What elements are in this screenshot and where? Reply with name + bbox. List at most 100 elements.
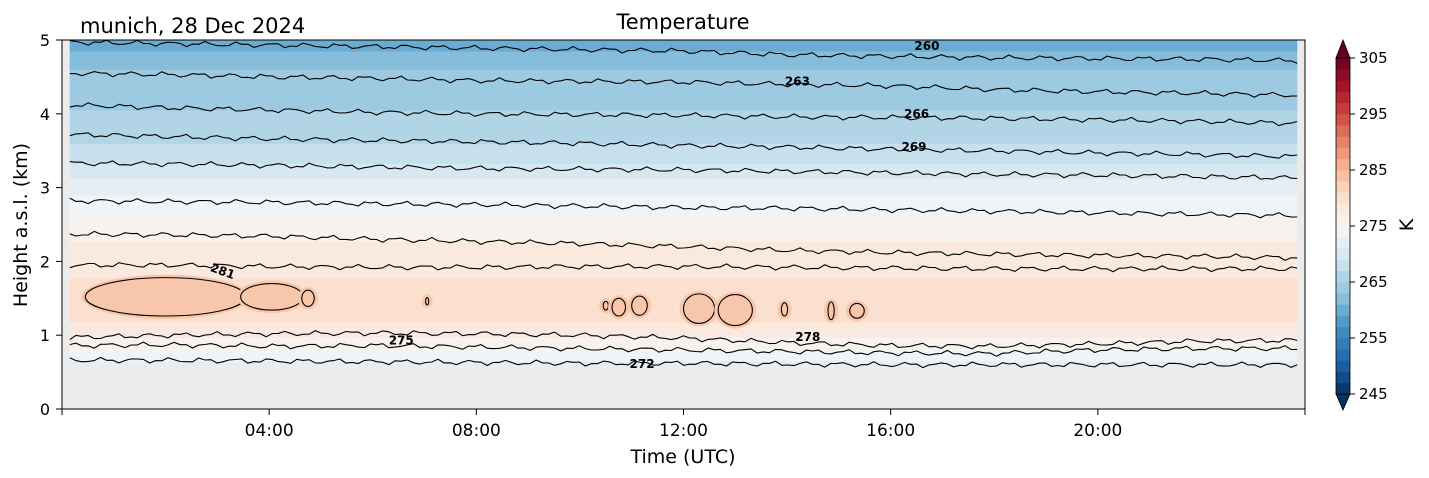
location-date-label: munich, 28 Dec 2024	[80, 14, 305, 38]
temperature-band	[69, 240, 1298, 244]
temperature-band	[69, 163, 1298, 166]
contour-label: 263	[785, 75, 810, 89]
colorbar-segment	[1336, 68, 1350, 81]
contour-line	[69, 341, 1298, 357]
temperature-band	[69, 128, 1298, 131]
temperature-band	[69, 270, 1298, 273]
closed-contour	[631, 295, 648, 316]
colorbar-segment	[1336, 136, 1350, 148]
colorbar-segment	[1336, 360, 1350, 372]
warm-core-fill	[777, 299, 792, 320]
temperature-band	[69, 61, 1298, 65]
temperature-band	[69, 113, 1298, 117]
temperature-band	[69, 273, 1298, 277]
temperature-band	[69, 102, 1298, 106]
temperature-band	[69, 155, 1298, 159]
temperature-band	[69, 45, 1298, 48]
closed-contour	[717, 294, 753, 327]
warm-core-fill	[608, 295, 630, 320]
colorbar-extend-min	[1335, 393, 1351, 411]
temperature-band	[69, 69, 1298, 72]
temperature-band	[69, 166, 1298, 170]
contour-lines	[69, 40, 1298, 369]
temperature-band	[69, 247, 1298, 251]
colorbar-segment	[1336, 225, 1350, 238]
temperature-band	[69, 345, 1298, 349]
x-tick-label: 20:00	[1073, 421, 1122, 441]
temperature-band	[69, 185, 1298, 189]
temperature-band	[69, 351, 1298, 355]
temperature-band	[69, 224, 1298, 227]
temperature-band	[69, 203, 1298, 207]
temperature-band	[69, 83, 1298, 87]
temperature-band	[69, 325, 1298, 329]
temperature-band	[69, 340, 1298, 344]
temperature-band	[69, 318, 1298, 321]
temperature-band	[69, 332, 1298, 336]
temperature-band	[69, 122, 1298, 126]
temperature-band	[69, 238, 1298, 242]
temperature-band	[69, 100, 1298, 104]
contour-line	[69, 160, 1298, 180]
colorbar-segment	[1336, 292, 1350, 305]
temperature-band	[69, 183, 1298, 187]
temperature-band	[69, 353, 1298, 356]
temperature-band	[69, 170, 1298, 174]
temperature-band	[69, 78, 1298, 82]
temperature-band	[69, 358, 1298, 362]
temperature-band	[69, 152, 1298, 155]
y-tick-label: 5	[40, 31, 50, 50]
temperature-band	[69, 74, 1298, 78]
contour-line	[69, 102, 1298, 127]
colorbar-segment	[1336, 315, 1350, 328]
temperature-band	[69, 76, 1298, 80]
temperature-band	[69, 253, 1298, 257]
temperature-band	[69, 87, 1298, 91]
temperature-band	[69, 174, 1298, 178]
colorbar-tick-label: 245	[1359, 385, 1388, 403]
temperature-band	[69, 343, 1298, 347]
temperature-band	[69, 216, 1298, 220]
temperature-band	[69, 198, 1298, 202]
temperature-band	[69, 177, 1298, 181]
temperature-band	[69, 342, 1298, 345]
temperature-band	[69, 107, 1298, 111]
colorbar-segment	[1336, 158, 1350, 171]
temperature-band	[69, 295, 1298, 299]
contour-label: 278	[795, 330, 820, 344]
closed-contour	[611, 297, 627, 317]
temperature-band	[69, 268, 1298, 272]
temperature-band	[69, 262, 1298, 266]
temperature-band	[69, 109, 1298, 113]
x-tick-label: 08:00	[452, 421, 501, 441]
temperature-band	[69, 91, 1298, 95]
temperature-band	[69, 40, 1298, 43]
warm-core-fill	[679, 290, 719, 327]
x-axis-label: Time (UTC)	[629, 446, 735, 468]
temperature-band	[69, 294, 1298, 297]
temperature-band	[69, 72, 1298, 76]
temperature-band	[69, 133, 1298, 137]
temperature-band	[69, 277, 1298, 281]
colorbar-extend-max	[1335, 38, 1351, 59]
temperature-band	[69, 235, 1298, 238]
temperature-band	[69, 104, 1298, 107]
chart-title: Temperature	[615, 10, 749, 34]
closed-contour	[301, 289, 315, 307]
temperature-band	[69, 212, 1298, 216]
colorbar-segment	[1336, 270, 1350, 283]
colorbar-segment	[1336, 214, 1350, 227]
x-tick-label: 12:00	[659, 421, 708, 441]
temperature-band	[69, 338, 1298, 342]
temperature-band	[69, 159, 1298, 163]
temperature-band	[69, 290, 1298, 294]
temperature-band	[69, 227, 1298, 231]
temperature-band	[69, 126, 1298, 130]
temperature-band	[69, 98, 1298, 102]
temperature-band	[69, 105, 1298, 109]
temperature-band	[69, 292, 1298, 296]
temperature-band	[69, 50, 1298, 54]
colorbar-tick-label: 275	[1359, 217, 1388, 235]
colorbar-segment	[1336, 371, 1350, 384]
